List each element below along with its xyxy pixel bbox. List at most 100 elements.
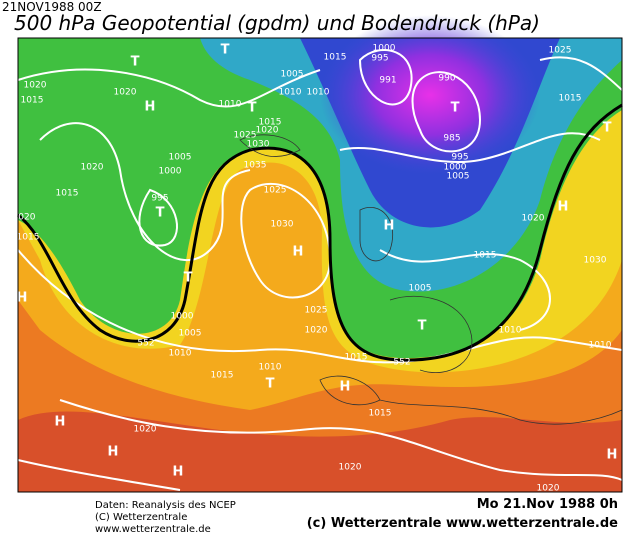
isobar-label: 1010 <box>259 363 282 373</box>
url-note: www.wetterzentrale.de <box>95 524 211 535</box>
date-stamp: 21NOV1988 00Z <box>2 0 102 14</box>
isobar-label: 1010 <box>219 100 242 110</box>
pressure-center: T <box>418 319 427 334</box>
isobar-label: 990 <box>438 74 455 84</box>
isobar-label: 1030 <box>271 220 294 230</box>
isobar-label: 1020 <box>522 214 545 224</box>
isobar-label: 991 <box>379 76 396 86</box>
coastline <box>389 295 473 373</box>
pressure-center: H <box>145 100 156 115</box>
isobar-label: 1010 <box>279 88 302 98</box>
pressure-center: H <box>340 380 351 395</box>
isobar-label: 1030 <box>584 256 607 266</box>
pressure-center: T <box>451 101 460 116</box>
coastlines <box>239 134 623 425</box>
isobar-label: 1025 <box>264 186 287 196</box>
isobar-label: 1005 <box>179 329 202 339</box>
isobar-label: 1000 <box>444 163 467 173</box>
isobar <box>358 49 413 106</box>
isobar <box>138 188 178 247</box>
isobar <box>539 56 623 91</box>
isobar <box>379 249 551 331</box>
isobar-label: 1020 <box>13 213 36 223</box>
isobar-label: 1010 <box>307 88 330 98</box>
isobar-label: 1005 <box>281 70 304 80</box>
isobar-label: 1020 <box>81 163 104 173</box>
pressure-center: H <box>17 291 28 306</box>
isobar-label: 552 <box>393 358 410 368</box>
pressure-center: T <box>156 206 165 221</box>
isobar-label: 1025 <box>305 306 328 316</box>
pressure-center: H <box>558 200 569 215</box>
isobar <box>17 68 321 108</box>
isobar-label: 1020 <box>134 425 157 435</box>
isobar-label: 1015 <box>345 353 368 363</box>
coastline <box>379 399 623 425</box>
copyright-note: (C) Wetterzentrale <box>95 512 187 523</box>
isobar-label: 1000 <box>171 312 194 322</box>
pressure-center: H <box>55 415 66 430</box>
pressure-center: T <box>248 101 257 116</box>
isobar-label: 1035 <box>244 161 267 171</box>
pressure-center: T <box>266 377 275 392</box>
map-frame <box>17 37 623 493</box>
isobar-label: 985 <box>443 134 460 144</box>
source-note: Daten: Reanalysis des NCEP <box>95 500 236 511</box>
isobar-label: 1020 <box>114 88 137 98</box>
isobar-label: 1015 <box>56 189 79 199</box>
isobar <box>339 132 601 164</box>
coastline <box>239 134 301 157</box>
pressure-center: T <box>184 271 193 286</box>
isobar-label: 1020 <box>305 326 328 336</box>
isobar-label: 995 <box>371 54 388 64</box>
isobar-label: 1015 <box>259 118 282 128</box>
isobar-label: 1005 <box>447 172 470 182</box>
isobar-label: 1015 <box>369 409 392 419</box>
isobar-label: 1015 <box>21 96 44 106</box>
isobar-label: 1005 <box>169 153 192 163</box>
isobar-label: 1025 <box>234 131 257 141</box>
coastline <box>359 207 394 262</box>
pressure-center: H <box>173 465 184 480</box>
isobar-label: 995 <box>151 194 168 204</box>
isobar-label: 1015 <box>324 53 347 63</box>
isobar-label: 1015 <box>474 251 497 261</box>
isobar-label: 1010 <box>589 341 612 351</box>
isobar-label: 1020 <box>339 463 362 473</box>
contour-552 <box>17 103 623 362</box>
pressure-center: T <box>131 55 140 70</box>
isobar <box>17 459 181 491</box>
isobar <box>411 71 482 153</box>
isobar-label: 1015 <box>17 233 40 243</box>
isobar-label: 1015 <box>559 94 582 104</box>
isobar <box>59 399 623 481</box>
isobar-label: 1005 <box>409 284 432 294</box>
isobar-label: 1025 <box>549 46 572 56</box>
isobar-label: 1020 <box>256 126 279 136</box>
pressure-center: H <box>607 448 618 463</box>
isobar-label: 995 <box>451 153 468 163</box>
map-title: 500 hPa Geopotential (gpdm) und Bodendru… <box>14 11 540 35</box>
pressure-center: H <box>108 445 119 460</box>
isobar-label: 1000 <box>159 167 182 177</box>
valid-time: Mo 21.Nov 1988 0h <box>477 497 618 512</box>
isobar-label: 1010 <box>169 349 192 359</box>
pressure-center: H <box>384 219 395 234</box>
isobar-label: 552 <box>137 339 154 349</box>
isobar-label: 1000 <box>373 44 396 54</box>
isobar <box>240 182 332 299</box>
isobar <box>39 122 251 262</box>
isobar-label: 1010 <box>499 326 522 336</box>
pressure-center: H <box>293 245 304 260</box>
pressure-center: T <box>221 43 230 58</box>
isobar-label: 1020 <box>537 484 560 494</box>
isobar-label: 1030 <box>247 140 270 150</box>
low-core <box>320 15 540 175</box>
isobar-label: 1020 <box>24 81 47 91</box>
pressure-center: T <box>603 121 612 136</box>
isobar <box>17 249 623 364</box>
isobars <box>17 49 623 491</box>
